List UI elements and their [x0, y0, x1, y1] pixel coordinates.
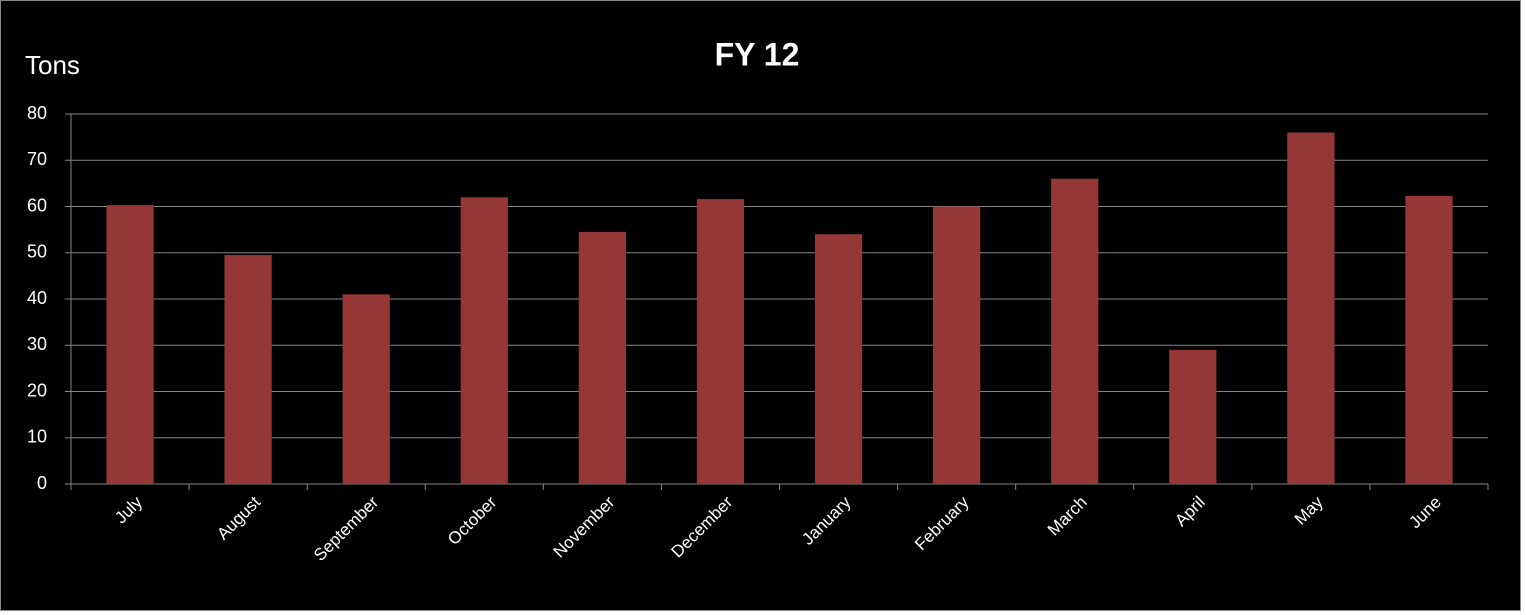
bar — [1051, 178, 1099, 484]
y-tick-label: 30 — [27, 334, 47, 354]
y-tick-label: 80 — [27, 103, 47, 123]
bar — [106, 205, 154, 485]
bar — [696, 199, 745, 484]
y-tick-label: 60 — [27, 195, 47, 215]
y-tick-label: 10 — [27, 427, 47, 447]
bar — [460, 197, 508, 484]
bar — [578, 231, 626, 484]
bar — [1405, 195, 1453, 485]
y-tick-label: 0 — [37, 473, 47, 493]
bar — [342, 294, 390, 484]
y-tick-label: 70 — [27, 149, 47, 169]
bar — [1287, 132, 1335, 484]
y-tick-label: 50 — [27, 242, 47, 262]
bar — [1169, 349, 1217, 484]
y-tick-label: 40 — [27, 288, 47, 308]
y-axis-label: Tons — [25, 50, 80, 80]
chart-title: FY 12 — [715, 36, 800, 72]
y-tick-label: 20 — [27, 380, 47, 400]
bar — [933, 206, 981, 484]
bar — [814, 234, 863, 484]
bar — [224, 255, 272, 484]
